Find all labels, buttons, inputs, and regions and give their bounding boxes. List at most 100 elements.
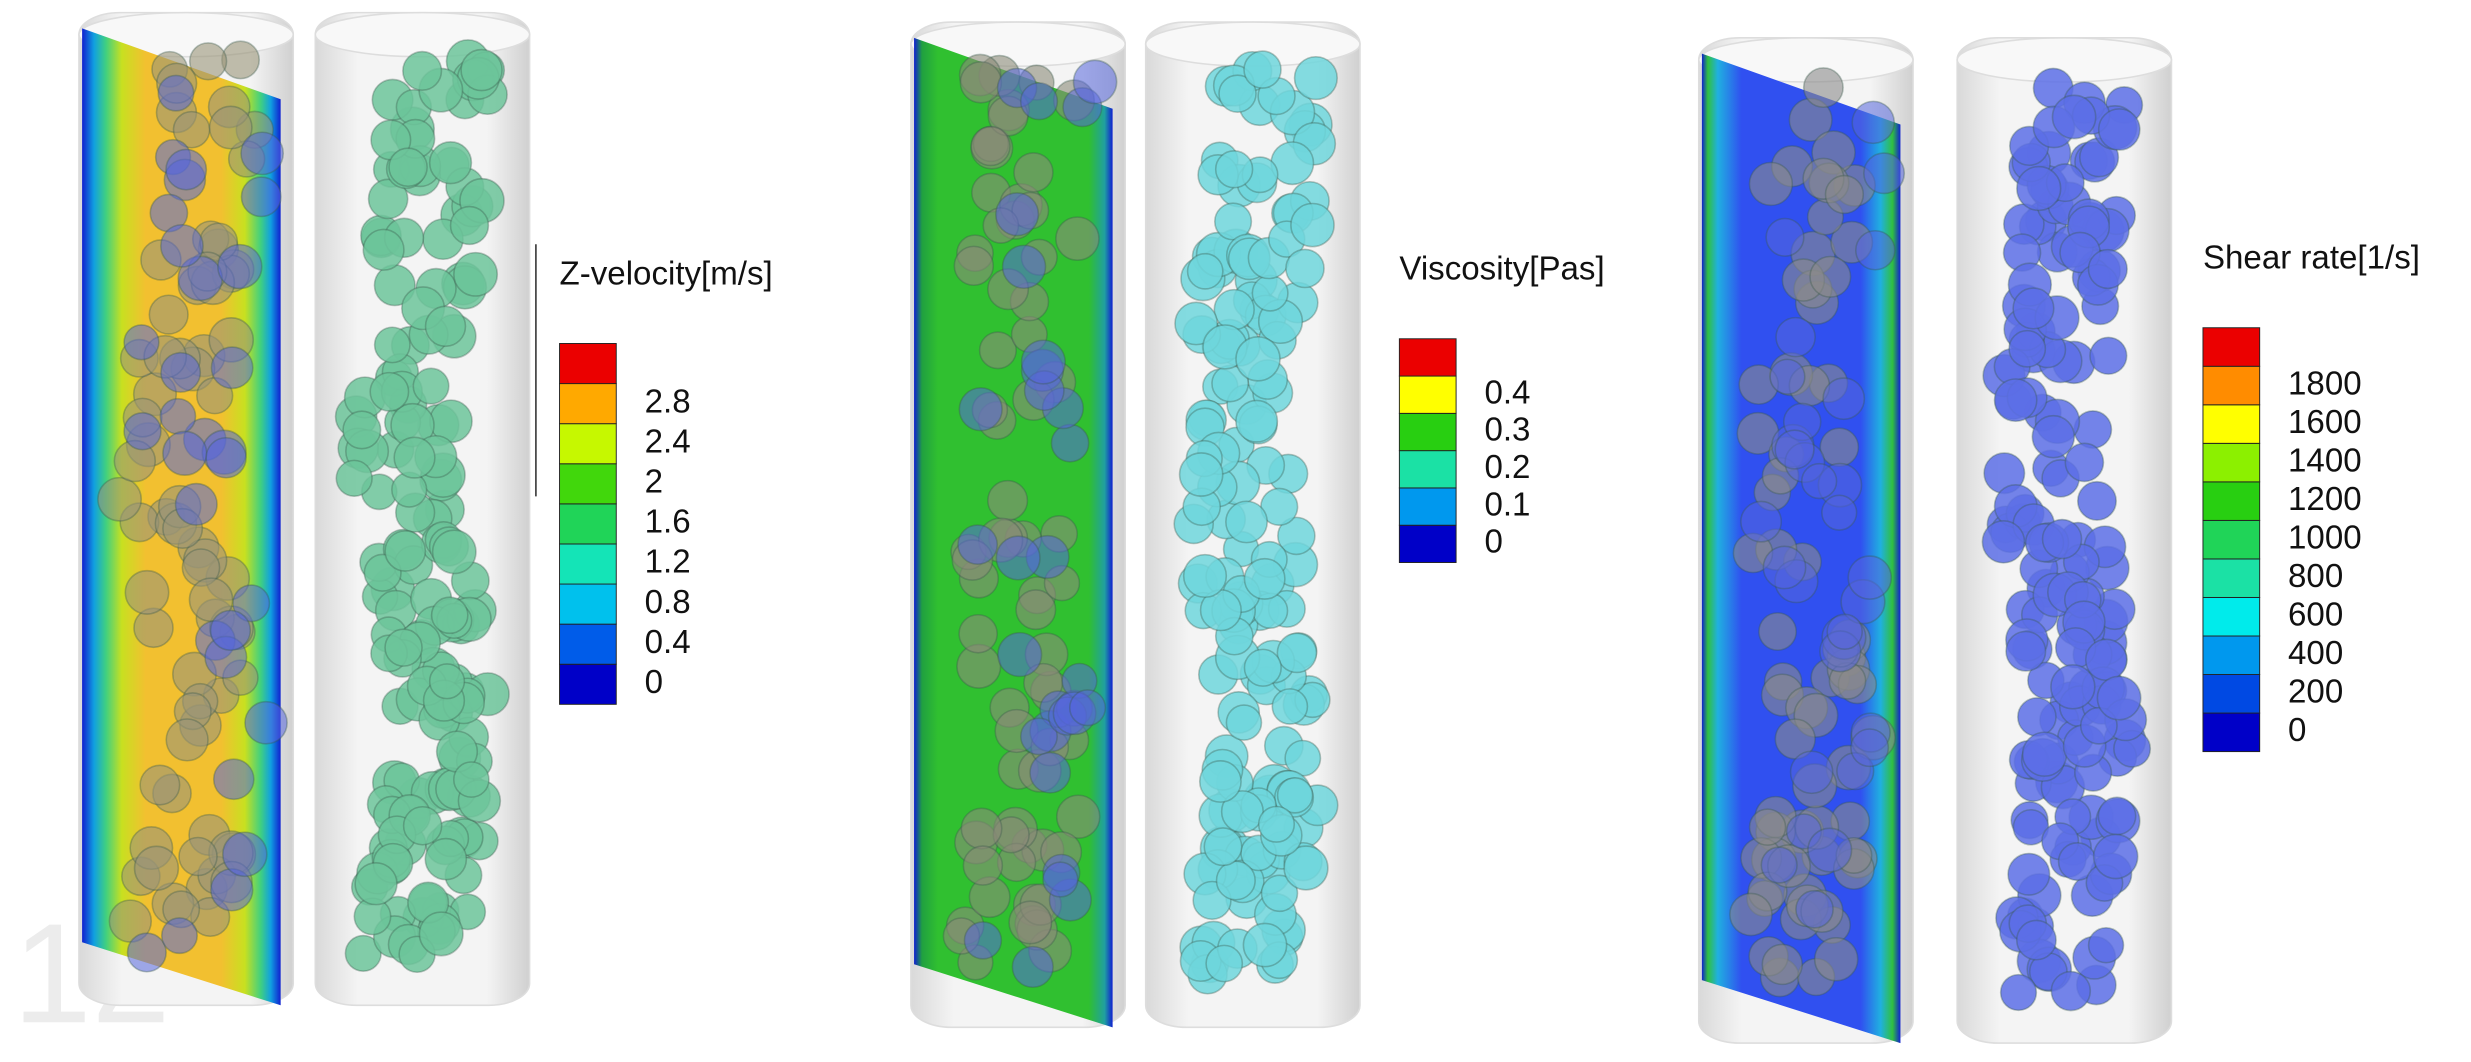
particle — [1184, 555, 1227, 598]
panel: Viscosity[Pas]00.10.20.30.4 — [911, 22, 1605, 1027]
particle — [1236, 400, 1277, 441]
colorbar-bin — [2203, 328, 2260, 367]
particle — [214, 759, 254, 799]
particle — [245, 702, 287, 744]
particle — [1749, 163, 1792, 206]
colorbar-bin — [560, 384, 617, 424]
colorbar-bin — [2203, 636, 2260, 675]
particle — [413, 368, 449, 404]
colorbar-label: 1800 — [2288, 365, 2362, 402]
colorbar-bin — [560, 664, 617, 704]
particle — [988, 481, 1028, 521]
particle — [2097, 676, 2140, 719]
particle — [124, 413, 161, 450]
particle — [1217, 861, 1256, 900]
particle — [2052, 95, 2095, 138]
colorbar-bin — [560, 343, 617, 383]
colorbar-label: 0.2 — [1484, 449, 1530, 486]
particle — [2008, 853, 2050, 895]
particle — [158, 75, 193, 110]
colorbar-label: 0.4 — [1484, 374, 1530, 411]
particle — [430, 664, 465, 699]
particle — [959, 388, 1002, 431]
particle — [1226, 705, 1261, 740]
particle — [2098, 797, 2135, 834]
particle — [343, 411, 381, 449]
particle — [960, 62, 1001, 103]
particle — [2086, 639, 2127, 680]
particle — [980, 332, 1017, 369]
particle — [1763, 546, 1805, 588]
particle — [218, 245, 262, 289]
particle — [389, 148, 427, 186]
colorbar-label: 800 — [2288, 558, 2343, 595]
figure: 12 Z-velocity[m/s]00.40.81.21.622.42.8Vi… — [0, 0, 2471, 1062]
particle — [124, 325, 159, 360]
particle — [1070, 690, 1106, 726]
colorbar-bin — [2203, 482, 2260, 521]
particle — [160, 399, 195, 434]
particle — [1815, 938, 1858, 981]
particle — [241, 132, 283, 174]
particle — [1243, 923, 1286, 966]
particle — [2089, 928, 2124, 963]
particle — [1014, 153, 1053, 192]
particle — [1856, 231, 1895, 270]
particle — [1012, 947, 1053, 988]
particle — [1073, 60, 1116, 103]
particle — [1200, 761, 1241, 802]
particle — [1852, 101, 1894, 143]
particle — [211, 347, 252, 388]
particle — [161, 225, 203, 267]
particle — [403, 52, 442, 91]
colorbar-label: 2.4 — [645, 423, 691, 460]
particle — [163, 431, 207, 475]
colorbar-label: 1000 — [2288, 519, 2362, 556]
colorbar-bin — [2203, 675, 2260, 714]
particle — [2023, 732, 2067, 776]
particle — [162, 918, 197, 953]
particle — [2051, 665, 2095, 709]
particle — [1750, 809, 1786, 845]
particle — [1995, 379, 2037, 421]
particle — [961, 808, 1001, 848]
colorbar-label: 1200 — [2288, 481, 2362, 518]
particle — [2009, 331, 2045, 367]
particle — [363, 229, 404, 270]
particle — [149, 295, 188, 334]
particle — [385, 629, 422, 666]
particle — [1848, 556, 1891, 599]
particle — [1761, 847, 1797, 883]
colorbar-bin — [2203, 559, 2260, 598]
particle — [461, 50, 502, 91]
colorbar-bin — [560, 624, 617, 664]
particle — [176, 484, 217, 525]
colorbar-bin — [560, 464, 617, 504]
particle — [2090, 337, 2127, 374]
particle — [135, 846, 179, 890]
particle — [1810, 257, 1851, 298]
particle — [1982, 521, 2024, 563]
particle — [1825, 176, 1863, 214]
particle — [1804, 68, 1843, 107]
particle — [1244, 51, 1281, 88]
colorbar-bin — [1399, 525, 1456, 562]
particle — [394, 437, 435, 478]
particle — [2017, 920, 2056, 959]
particle — [1776, 318, 1815, 357]
particle — [2013, 288, 2054, 329]
colorbar-label: 0 — [2288, 712, 2306, 749]
particle — [1827, 614, 1862, 649]
particle — [958, 525, 997, 564]
particle — [166, 719, 208, 761]
particle — [134, 608, 173, 647]
particle — [1043, 862, 1078, 897]
colorbar-label: 600 — [2288, 596, 2343, 633]
particle — [996, 193, 1039, 236]
particle — [1003, 245, 1046, 288]
particle — [1021, 83, 1058, 120]
particle — [385, 531, 425, 571]
particle — [1180, 453, 1223, 496]
particle — [1766, 218, 1804, 256]
particle — [128, 933, 167, 972]
